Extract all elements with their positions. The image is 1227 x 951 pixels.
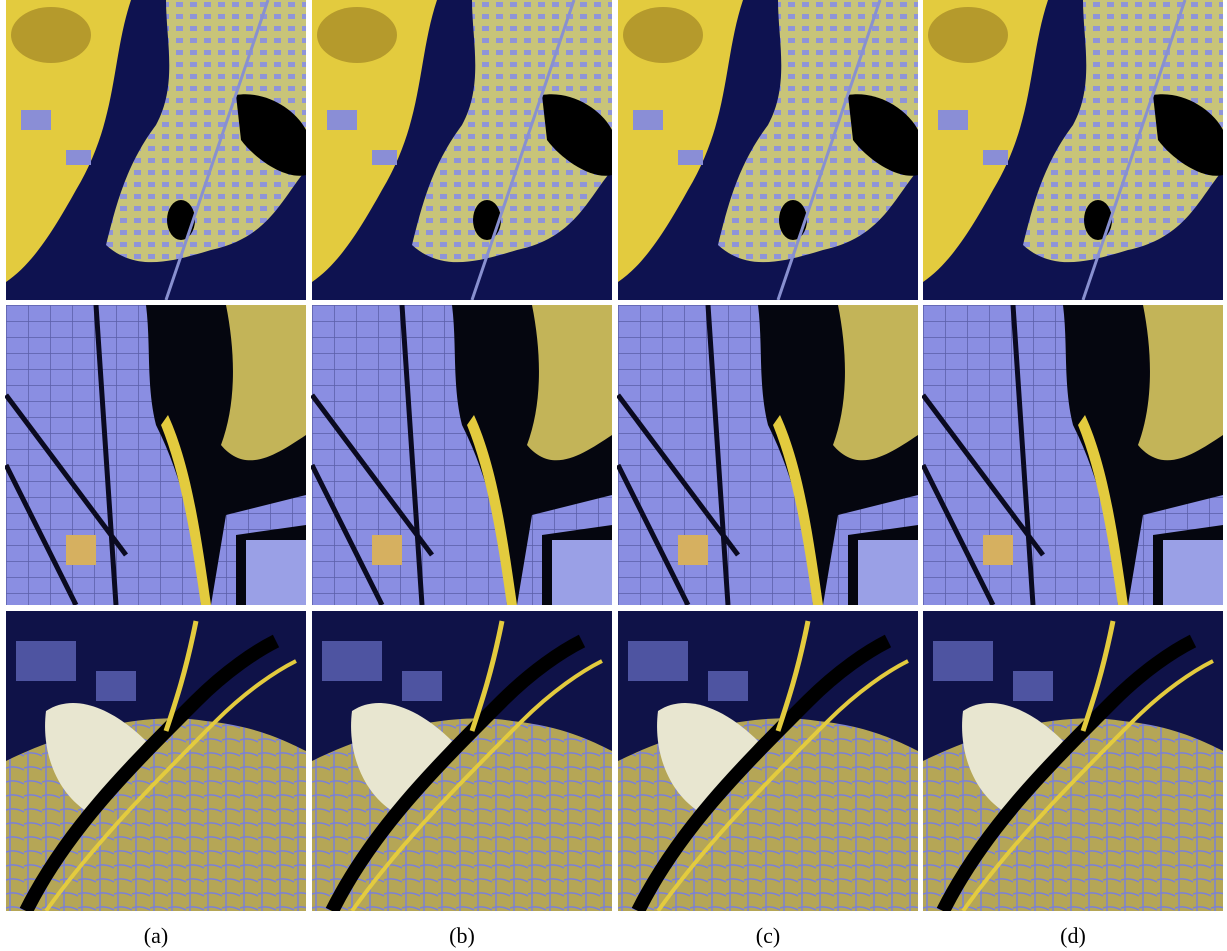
figure: (a) (b) (c) (d) (0, 0, 1227, 951)
panel-label: (d) (1060, 923, 1086, 948)
panel-label: (b) (449, 923, 475, 948)
satellite-image (618, 611, 918, 911)
image-grid (6, 0, 1223, 911)
panel-label: (c) (756, 923, 780, 948)
satellite-image (6, 611, 306, 911)
panel-label: (a) (144, 923, 168, 948)
page: (a)(b)(c)(d) (() => { const data = JSON.… (0, 0, 1227, 951)
satellite-image (923, 0, 1223, 300)
satellite-image (923, 305, 1223, 605)
satellite-image (312, 305, 612, 605)
labels: (a) (b) (c) (d) (144, 923, 1086, 948)
satellite-image (618, 0, 918, 300)
satellite-image (6, 305, 306, 605)
satellite-image (923, 611, 1223, 911)
satellite-image (312, 611, 612, 911)
satellite-image (6, 0, 306, 300)
satellite-image (312, 0, 612, 300)
satellite-image (618, 305, 918, 605)
